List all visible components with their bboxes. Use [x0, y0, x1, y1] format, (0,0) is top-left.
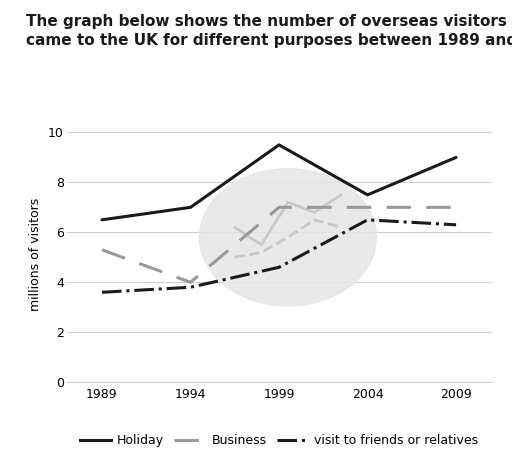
Ellipse shape [199, 169, 376, 306]
Y-axis label: millions of visitors: millions of visitors [29, 198, 42, 311]
Legend: Holiday, Business, visit to friends or relatives: Holiday, Business, visit to friends or r… [75, 430, 483, 452]
Text: The graph below shows the number of overseas visitors who
came to the UK for dif: The graph below shows the number of over… [26, 14, 512, 48]
